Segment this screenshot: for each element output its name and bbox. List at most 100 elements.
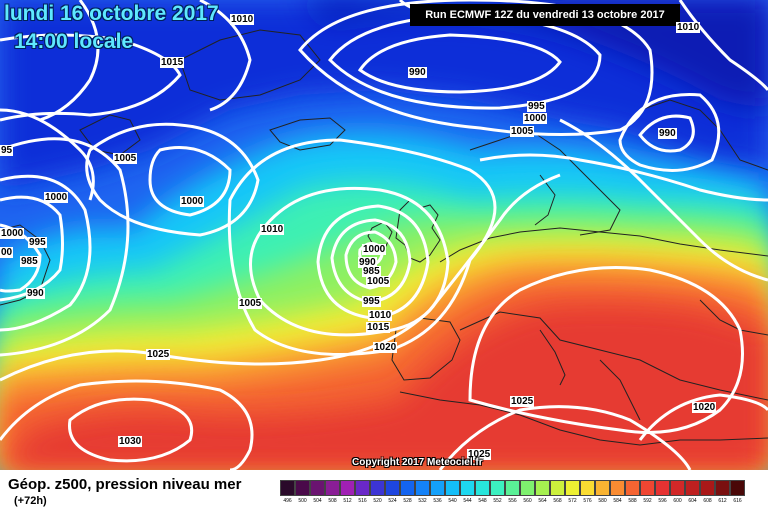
scale-swatch bbox=[385, 480, 400, 496]
scale-label: 504 bbox=[313, 498, 322, 504]
isobar-label: 1025 bbox=[510, 396, 535, 407]
scale-swatch bbox=[610, 480, 625, 496]
scale-swatch bbox=[490, 480, 505, 496]
scale-label: 588 bbox=[628, 498, 637, 504]
isobar-label: 95 bbox=[0, 145, 14, 156]
run-info: Run ECMWF 12Z du vendredi 13 octobre 201… bbox=[410, 4, 680, 26]
scale-label: 572 bbox=[568, 498, 577, 504]
scale-label: 532 bbox=[418, 498, 427, 504]
scale-label: 544 bbox=[463, 498, 472, 504]
isobar-label: 1010 bbox=[230, 14, 255, 25]
scale-label: 536 bbox=[433, 498, 442, 504]
scale-label: 596 bbox=[658, 498, 667, 504]
scale-swatch bbox=[325, 480, 340, 496]
lead-time: (+72h) bbox=[14, 495, 47, 507]
isobar-label: 1020 bbox=[373, 342, 398, 353]
scale-swatch bbox=[535, 480, 550, 496]
scale-swatch bbox=[595, 480, 610, 496]
scale-swatch bbox=[640, 480, 655, 496]
scale-label: 520 bbox=[373, 498, 382, 504]
scale-label: 524 bbox=[388, 498, 397, 504]
isobar-label: 990 bbox=[26, 288, 45, 299]
isobar-label: 1000 bbox=[0, 228, 25, 239]
isobar-label: 1000 bbox=[523, 113, 548, 124]
scale-label: 608 bbox=[703, 498, 712, 504]
time-title: 14:00 locale bbox=[14, 30, 134, 53]
scale-swatch bbox=[685, 480, 700, 496]
scale-swatch bbox=[310, 480, 325, 496]
map-canvas bbox=[0, 0, 768, 470]
isobar-label: 1005 bbox=[366, 276, 391, 287]
isobar-label: 1005 bbox=[113, 153, 138, 164]
legend-bar: Géop. z500, pression niveau mer (+72h) 4… bbox=[0, 470, 768, 512]
scale-label: 576 bbox=[583, 498, 592, 504]
scale-label: 600 bbox=[673, 498, 682, 504]
color-scale bbox=[280, 480, 745, 496]
scale-swatch bbox=[580, 480, 595, 496]
scale-swatch bbox=[415, 480, 430, 496]
scale-label: 568 bbox=[553, 498, 562, 504]
isobar-label: 1005 bbox=[238, 298, 263, 309]
isobar-label: 1030 bbox=[118, 436, 143, 447]
scale-label: 500 bbox=[298, 498, 307, 504]
scale-label: 508 bbox=[328, 498, 337, 504]
color-scale-labels: 496 500 504 508 512 516 520 524 528 532 536 540 544 5… bbox=[280, 498, 745, 505]
scale-label: 564 bbox=[538, 498, 547, 504]
isobar-label: 990 bbox=[658, 128, 677, 139]
isobar-label: 990 bbox=[358, 257, 377, 268]
isobar-label: 995 bbox=[362, 296, 381, 307]
scale-swatch bbox=[625, 480, 640, 496]
copyright: Copyright 2017 Meteociel.fr bbox=[352, 457, 483, 468]
isobar-label: 985 bbox=[20, 256, 39, 267]
isobar-label: 1010 bbox=[260, 224, 285, 235]
isobar-label: 985 bbox=[362, 266, 381, 277]
scale-label: 512 bbox=[343, 498, 352, 504]
scale-label: 496 bbox=[283, 498, 292, 504]
scale-swatch bbox=[280, 480, 295, 496]
isobar-label: 1005 bbox=[510, 126, 535, 137]
scale-swatch bbox=[460, 480, 475, 496]
scale-swatch bbox=[565, 480, 580, 496]
scale-label: 580 bbox=[598, 498, 607, 504]
isobar-label: 1015 bbox=[366, 322, 391, 333]
scale-swatch bbox=[655, 480, 670, 496]
scale-label: 552 bbox=[493, 498, 502, 504]
scale-label: 584 bbox=[613, 498, 622, 504]
isobar-label: 1000 bbox=[44, 192, 69, 203]
scale-swatch bbox=[550, 480, 565, 496]
scale-label: 560 bbox=[523, 498, 532, 504]
scale-label: 528 bbox=[403, 498, 412, 504]
scale-label: 548 bbox=[478, 498, 487, 504]
isobar-label: 1015 bbox=[160, 57, 185, 68]
scale-swatch bbox=[340, 480, 355, 496]
scale-swatch bbox=[475, 480, 490, 496]
isobar-label: 1010 bbox=[368, 310, 393, 321]
scale-swatch bbox=[670, 480, 685, 496]
scale-swatch bbox=[505, 480, 520, 496]
scale-swatch bbox=[295, 480, 310, 496]
scale-label: 516 bbox=[358, 498, 367, 504]
scale-swatch bbox=[520, 480, 535, 496]
scale-swatch bbox=[355, 480, 370, 496]
scale-swatch bbox=[730, 480, 745, 496]
isobar-label: 995 bbox=[527, 101, 546, 112]
scale-swatch bbox=[430, 480, 445, 496]
forecast-map: lundi 16 octobre 2017 14:00 locale Run E… bbox=[0, 0, 768, 470]
isobar-label: 1010 bbox=[676, 22, 701, 33]
scale-swatch bbox=[445, 480, 460, 496]
scale-label: 604 bbox=[688, 498, 697, 504]
scale-swatch bbox=[400, 480, 415, 496]
isobar-label: 1025 bbox=[146, 349, 171, 360]
isobar-label: 995 bbox=[28, 237, 47, 248]
scale-swatch bbox=[715, 480, 730, 496]
field-title: Géop. z500, pression niveau mer bbox=[8, 476, 242, 493]
isobar-label: 1000 bbox=[362, 244, 387, 255]
isobar-label: 1000 bbox=[180, 196, 205, 207]
scale-swatch bbox=[700, 480, 715, 496]
scale-label: 556 bbox=[508, 498, 517, 504]
isobar-label: 00 bbox=[0, 247, 14, 258]
isobar-label: 990 bbox=[408, 67, 427, 78]
scale-label: 616 bbox=[733, 498, 742, 504]
scale-label: 540 bbox=[448, 498, 457, 504]
date-title: lundi 16 octobre 2017 bbox=[4, 2, 219, 25]
